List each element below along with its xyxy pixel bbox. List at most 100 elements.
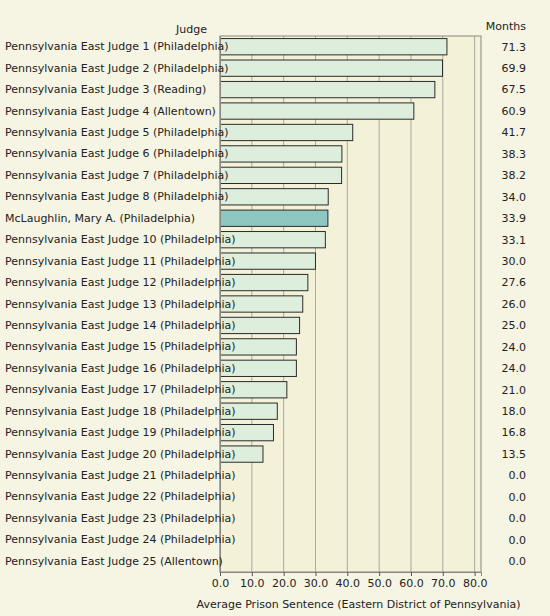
tick: Pennsylvania East Judge 14 (Philadelphia…	[5, 319, 236, 332]
tick-label: Pennsylvania East Judge 24 (Philadelphia…	[5, 533, 236, 546]
tick: Pennsylvania East Judge 15 (Philadelphia…	[5, 340, 236, 353]
bar	[220, 60, 442, 76]
grid-line	[474, 36, 475, 572]
data-label: 30.0	[502, 255, 527, 268]
data-label: 24.0	[502, 341, 527, 354]
data-label: 60.9	[502, 105, 527, 118]
bar	[220, 81, 435, 97]
tick: Pennsylvania East Judge 22 (Philadelphia…	[5, 490, 236, 503]
tick: Pennsylvania East Judge 4 (Allentown)	[5, 105, 220, 118]
tick-label: Pennsylvania East Judge 13 (Philadelphia…	[5, 298, 236, 311]
x-axis-title: Average Prison Sentence (Eastern Distric…	[197, 598, 521, 611]
data-label: 0.0	[509, 469, 527, 482]
tick-label: Pennsylvania East Judge 22 (Philadelphia…	[5, 490, 236, 503]
plot-frame	[220, 36, 481, 572]
tick-label: 30.0	[304, 577, 329, 590]
data-label: 0.0	[509, 491, 527, 504]
data-label: 71.3	[502, 41, 527, 54]
tick-label: Pennsylvania East Judge 14 (Philadelphia…	[5, 319, 236, 332]
data-label: 38.2	[502, 169, 527, 182]
data-label: 13.5	[502, 448, 527, 461]
tick-label: 50.0	[367, 577, 392, 590]
tick-label: Pennsylvania East Judge 23 (Philadelphia…	[5, 512, 236, 525]
bar	[220, 146, 342, 162]
tick: 30.0	[304, 572, 329, 590]
tick-label: Pennsylvania East Judge 2 (Philadelphia)	[5, 62, 229, 75]
tick-label: Pennsylvania East Judge 25 (Allentown)	[5, 555, 223, 568]
tick-label: Pennsylvania East Judge 11 (Philadelphia…	[5, 255, 236, 268]
tick-label: 10.0	[240, 577, 265, 590]
tick: 70.0	[431, 572, 456, 590]
tick: Pennsylvania East Judge 19 (Philadelphia…	[5, 426, 236, 439]
tick: Pennsylvania East Judge 23 (Philadelphia…	[5, 512, 236, 525]
tick-label: 60.0	[399, 577, 424, 590]
data-label: 41.7	[502, 126, 527, 139]
tick-label: Pennsylvania East Judge 7 (Philadelphia)	[5, 169, 229, 182]
tick: Pennsylvania East Judge 25 (Allentown)	[5, 555, 223, 568]
data-label: 0.0	[509, 534, 527, 547]
tick-mark	[252, 572, 253, 576]
tick-label: Pennsylvania East Judge 5 (Philadelphia)	[5, 126, 229, 139]
tick-label: Pennsylvania East Judge 15 (Philadelphia…	[5, 340, 236, 353]
tick-mark	[379, 572, 380, 576]
bar	[220, 210, 328, 226]
data-label: 0.0	[509, 555, 527, 568]
tick-label: Pennsylvania East Judge 10 (Philadelphia…	[5, 233, 236, 246]
data-label: 0.0	[509, 512, 527, 525]
data-label: 38.3	[502, 148, 527, 161]
bar	[220, 167, 342, 183]
tick-mark	[475, 572, 476, 576]
tick-mark	[284, 572, 285, 576]
axis-line	[221, 573, 482, 577]
data-label: 21.0	[502, 384, 527, 397]
tick-label: 70.0	[431, 577, 456, 590]
y-axis-title: Judge	[175, 23, 207, 36]
tick-mark	[443, 572, 444, 576]
tick: 80.0	[463, 572, 488, 590]
tick-mark	[315, 572, 316, 576]
tick: Pennsylvania East Judge 24 (Philadelphia…	[5, 533, 236, 546]
data-label: 67.5	[502, 83, 527, 96]
tick: Pennsylvania East Judge 11 (Philadelphia…	[5, 255, 236, 268]
bar	[220, 189, 328, 205]
background	[0, 0, 550, 616]
tick-label: Pennsylvania East Judge 16 (Philadelphia…	[5, 362, 236, 375]
data-label: 16.8	[502, 426, 527, 439]
tick: Pennsylvania East Judge 16 (Philadelphia…	[5, 362, 236, 375]
tick-label: 20.0	[272, 577, 297, 590]
tick: 0.0	[212, 572, 230, 590]
tick-label: 40.0	[336, 577, 361, 590]
tick-label: Pennsylvania East Judge 21 (Philadelphia…	[5, 469, 236, 482]
data-label: 26.0	[502, 298, 527, 311]
tick: Pennsylvania East Judge 12 (Philadelphia…	[5, 276, 236, 289]
grid-line	[442, 36, 443, 572]
data-label: 34.0	[502, 191, 527, 204]
annotation: Months	[486, 20, 526, 33]
tick: 20.0	[272, 572, 297, 590]
tick: Pennsylvania East Judge 10 (Philadelphia…	[5, 233, 236, 246]
tick: 50.0	[367, 572, 392, 590]
tick: 10.0	[240, 572, 265, 590]
grid	[220, 36, 475, 572]
tick: Pennsylvania East Judge 20 (Philadelphia…	[5, 448, 236, 461]
tick: Pennsylvania East Judge 6 (Philadelphia)	[5, 147, 229, 160]
tick-label: Pennsylvania East Judge 4 (Allentown)	[5, 105, 216, 118]
tick-label: Pennsylvania East Judge 12 (Philadelphia…	[5, 276, 236, 289]
tick-label: McLaughlin, Mary A. (Philadelphia)	[5, 212, 195, 225]
tick-label: Pennsylvania East Judge 18 (Philadelphia…	[5, 405, 236, 418]
data-label: 33.1	[502, 234, 527, 247]
tick: Pennsylvania East Judge 18 (Philadelphia…	[5, 405, 236, 418]
tick-label: Pennsylvania East Judge 3 (Reading)	[5, 83, 206, 96]
tick: 60.0	[399, 572, 424, 590]
bar	[220, 124, 353, 140]
bars	[220, 39, 447, 463]
tick: Pennsylvania East Judge 21 (Philadelphia…	[5, 469, 236, 482]
bar	[220, 39, 447, 55]
x-axis: 0.0 10.0 20.0 30.0 40.0 50.0 60.0 70.0 80.0	[212, 572, 488, 590]
tick-label: Pennsylvania East Judge 6 (Philadelphia)	[5, 147, 229, 160]
data-labels: 71.369.967.560.941.738.338.234.033.933.1…	[502, 41, 527, 569]
tick-label: Pennsylvania East Judge 20 (Philadelphia…	[5, 448, 236, 461]
plot-area	[220, 36, 481, 572]
tick: Pennsylvania East Judge 8 (Philadelphia)	[5, 190, 229, 203]
bar	[220, 103, 414, 119]
